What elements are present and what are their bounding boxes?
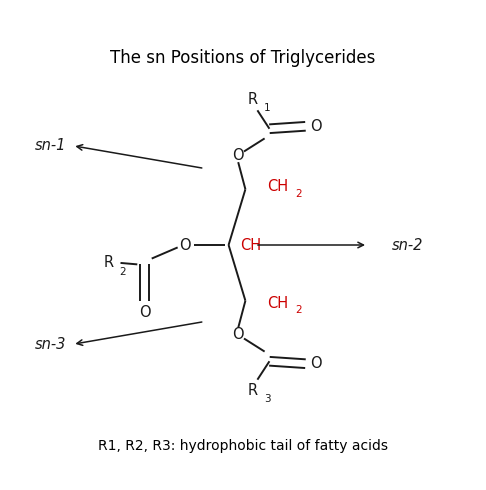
Text: The sn Positions of Triglycerides: The sn Positions of Triglycerides: [110, 49, 376, 68]
Text: 2: 2: [295, 189, 301, 199]
Text: 2: 2: [295, 305, 301, 316]
Text: sn-2: sn-2: [392, 238, 423, 252]
Text: sn-1: sn-1: [35, 138, 67, 153]
Text: CH: CH: [267, 179, 288, 195]
Text: O: O: [310, 119, 322, 134]
Text: sn-3: sn-3: [35, 337, 67, 352]
Text: R1, R2, R3: hydrophobic tail of fatty acids: R1, R2, R3: hydrophobic tail of fatty ac…: [98, 439, 388, 453]
Text: R: R: [247, 383, 258, 398]
Text: O: O: [232, 148, 244, 163]
Text: 1: 1: [264, 103, 270, 113]
Text: 3: 3: [264, 394, 270, 404]
Text: O: O: [139, 305, 150, 320]
Text: O: O: [179, 238, 191, 252]
Text: O: O: [232, 327, 244, 342]
Text: R: R: [247, 92, 258, 107]
Text: O: O: [310, 356, 322, 371]
Text: 2: 2: [120, 267, 126, 277]
Text: CH: CH: [267, 295, 288, 311]
Text: CH: CH: [241, 238, 262, 252]
Text: R: R: [104, 255, 114, 270]
